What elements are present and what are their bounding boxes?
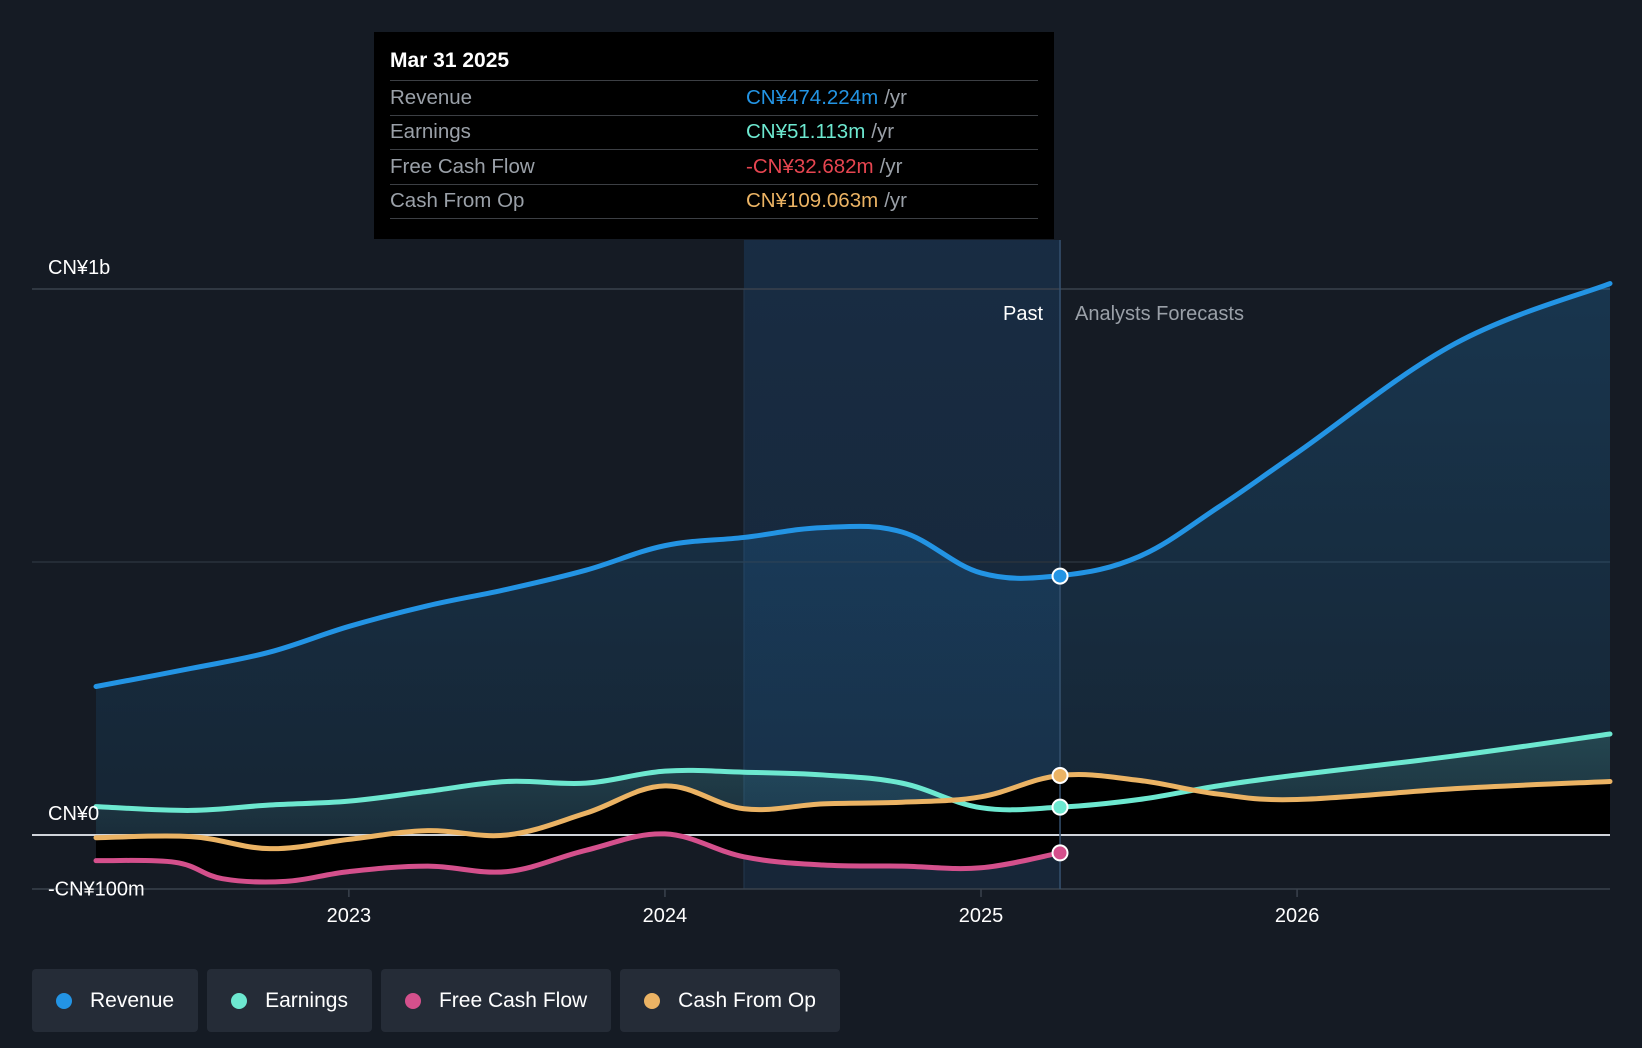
legend: Revenue Earnings Free Cash Flow Cash Fro…: [32, 969, 840, 1032]
legend-item-revenue[interactable]: Revenue: [32, 969, 199, 1032]
line-cash-from-op: [93, 772, 1613, 852]
line-free-cash-flow: [93, 831, 1063, 885]
tooltip-row-value: CN¥51.113m: [746, 120, 866, 144]
legend-dot-icon: [56, 992, 72, 1009]
legend-dot-icon: [644, 992, 661, 1009]
tooltip-row-name: Earnings: [390, 120, 471, 144]
marker-cash-from-op[interactable]: [1051, 766, 1069, 784]
legend-label: Revenue: [90, 988, 175, 1012]
tooltip-row-unit: /yr: [871, 120, 895, 144]
tooltip-row-revenue: Revenue CN¥474.224m /yr: [390, 80, 1038, 115]
tooltip-row-unit: /yr: [884, 85, 907, 109]
region-forecast-label: Analysts Forecasts: [1075, 303, 1244, 325]
x-tick-label: 2024: [643, 905, 688, 927]
x-tick-label: 2025: [959, 905, 1004, 927]
tooltip: Mar 31 2025 Revenue CN¥474.224m /yr Earn…: [374, 32, 1054, 239]
x-axis-labels: 2023 2024 2025 2026: [327, 889, 1320, 927]
area-cash-from-op: [96, 774, 1610, 849]
tooltip-row-name: Free Cash Flow: [390, 154, 535, 178]
tooltip-row-name: Revenue: [390, 85, 473, 109]
tooltip-row-value: CN¥109.063m: [746, 189, 879, 213]
x-tick-label: 2023: [327, 905, 372, 927]
tooltip-row-unit: /yr: [884, 189, 907, 213]
tooltip-row-earnings: Earnings CN¥51.113m /yr: [390, 114, 1038, 150]
area-revenue: [96, 283, 1610, 835]
y-tick-label: CN¥1b: [48, 257, 110, 279]
y-tick-label: -CN¥100m: [48, 879, 145, 901]
tooltip-row-unit: /yr: [879, 154, 903, 178]
series-markers[interactable]: [1051, 567, 1069, 862]
tooltip-row-free-cash-flow: Free Cash Flow -CN¥32.682m /yr: [390, 149, 1038, 184]
tooltip-date: Mar 31 2025: [390, 49, 510, 72]
marker-earnings[interactable]: [1051, 798, 1069, 816]
series-lines: [93, 281, 1613, 885]
region-past-label: Past: [1003, 303, 1043, 325]
legend-label: Cash From Op: [678, 988, 816, 1012]
legend-dot-icon: [231, 992, 248, 1009]
series-fills: [96, 283, 1610, 883]
legend-label: Free Cash Flow: [438, 988, 588, 1012]
marker-free-cash-flow[interactable]: [1051, 844, 1069, 862]
legend-dot-icon: [404, 992, 421, 1009]
tooltip-row-name: Cash From Op: [390, 189, 525, 213]
marker-revenue[interactable]: [1051, 567, 1069, 585]
line-revenue: [93, 281, 1613, 689]
legend-label: Earnings: [265, 988, 348, 1012]
area-free-cash-flow: [96, 833, 1061, 883]
legend-item-cash-from-op[interactable]: Cash From Op: [620, 969, 840, 1032]
y-tick-label: CN¥0: [48, 803, 99, 825]
x-tick-label: 2026: [1275, 905, 1320, 927]
legend-item-free-cash-flow[interactable]: Free Cash Flow: [380, 969, 612, 1032]
legend-item-earnings[interactable]: Earnings: [207, 969, 372, 1032]
y-axis-labels: CN¥1b CN¥0 -CN¥100m: [48, 257, 145, 901]
tooltip-row-cash-from-op: Cash From Op CN¥109.063m /yr: [390, 183, 1038, 219]
tooltip-row-value: CN¥474.224m: [746, 85, 879, 109]
line-earnings: [93, 731, 1613, 813]
tooltip-row-value: -CN¥32.682m: [746, 154, 874, 178]
